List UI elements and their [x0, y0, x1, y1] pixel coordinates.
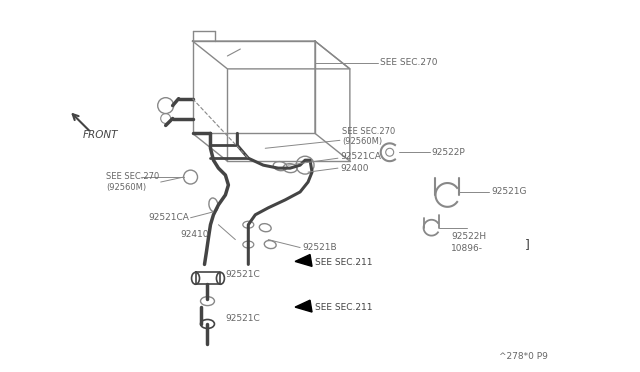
Text: 92521C: 92521C	[225, 270, 260, 279]
Text: 92521B: 92521B	[302, 243, 337, 252]
Text: 10896-: 10896-	[451, 244, 483, 253]
Text: SEE SEC.270
(92560M): SEE SEC.270 (92560M)	[106, 172, 159, 192]
Text: FRONT: FRONT	[83, 131, 118, 140]
Text: SEE SEC.211: SEE SEC.211	[315, 258, 372, 267]
Text: 92410: 92410	[180, 230, 209, 239]
Text: 92400: 92400	[340, 164, 369, 173]
Text: SEE SEC.270
(92560M): SEE SEC.270 (92560M)	[342, 127, 395, 146]
Text: 92522H: 92522H	[451, 232, 486, 241]
Text: 92521CA: 92521CA	[148, 213, 189, 222]
Polygon shape	[295, 300, 312, 312]
Text: ]: ]	[525, 238, 530, 251]
Polygon shape	[295, 254, 312, 266]
Text: 92522P: 92522P	[431, 148, 465, 157]
Text: 92521G: 92521G	[492, 187, 527, 196]
Text: SEE SEC.211: SEE SEC.211	[315, 302, 372, 312]
Text: 92521CA: 92521CA	[340, 152, 381, 161]
Text: SEE SEC.270: SEE SEC.270	[380, 58, 437, 67]
Text: 92521C: 92521C	[225, 314, 260, 324]
Text: ^278*0 P9: ^278*0 P9	[499, 352, 548, 361]
